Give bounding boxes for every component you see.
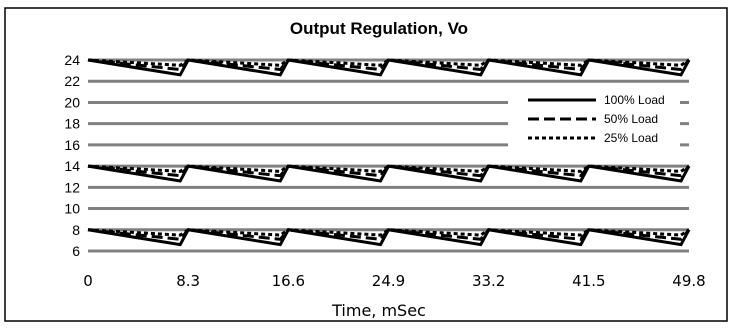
x-tick-label: 49.8 bbox=[672, 272, 705, 290]
x-axis-label: Time, mSec bbox=[331, 301, 426, 320]
y-tick-label: 8 bbox=[72, 222, 80, 238]
chart-title: Output Regulation, Vo bbox=[290, 19, 468, 38]
x-tick-label: 8.3 bbox=[176, 272, 200, 290]
x-tick-label: 24.9 bbox=[372, 272, 405, 290]
series-line-dotted bbox=[87, 228, 690, 237]
legend-label: 50% Load bbox=[604, 112, 658, 126]
legend-label: 100% Load bbox=[604, 93, 665, 107]
y-tick-label: 22 bbox=[64, 73, 80, 89]
legend: 100% Load 50% Load 25% Load bbox=[508, 88, 680, 150]
y-tick-label: 14 bbox=[64, 158, 80, 174]
x-tick-label: 41.5 bbox=[572, 272, 605, 290]
legend-label: 25% Load bbox=[604, 131, 658, 145]
series-lines bbox=[87, 58, 691, 247]
y-tick-label: 10 bbox=[64, 201, 80, 217]
y-tick-label: 12 bbox=[64, 179, 80, 195]
series-line-dotted bbox=[87, 164, 690, 173]
x-tick-label: 33.2 bbox=[472, 272, 505, 290]
x-tick-label: 0 bbox=[83, 272, 93, 290]
x-axis-ticks: 0 8.3 16.6 24.9 33.2 41.5 49.8 bbox=[83, 272, 705, 290]
y-tick-label: 16 bbox=[64, 137, 80, 153]
chart-border bbox=[4, 7, 728, 322]
x-tick-label: 16.6 bbox=[272, 272, 305, 290]
y-tick-label: 20 bbox=[64, 94, 80, 110]
series-line-dotted bbox=[87, 58, 690, 67]
y-tick-label: 18 bbox=[64, 116, 80, 132]
y-axis-ticks: 24 22 20 18 16 14 12 10 8 6 bbox=[64, 52, 80, 259]
y-tick-label: 24 bbox=[64, 52, 80, 68]
y-tick-label: 6 bbox=[72, 243, 80, 259]
